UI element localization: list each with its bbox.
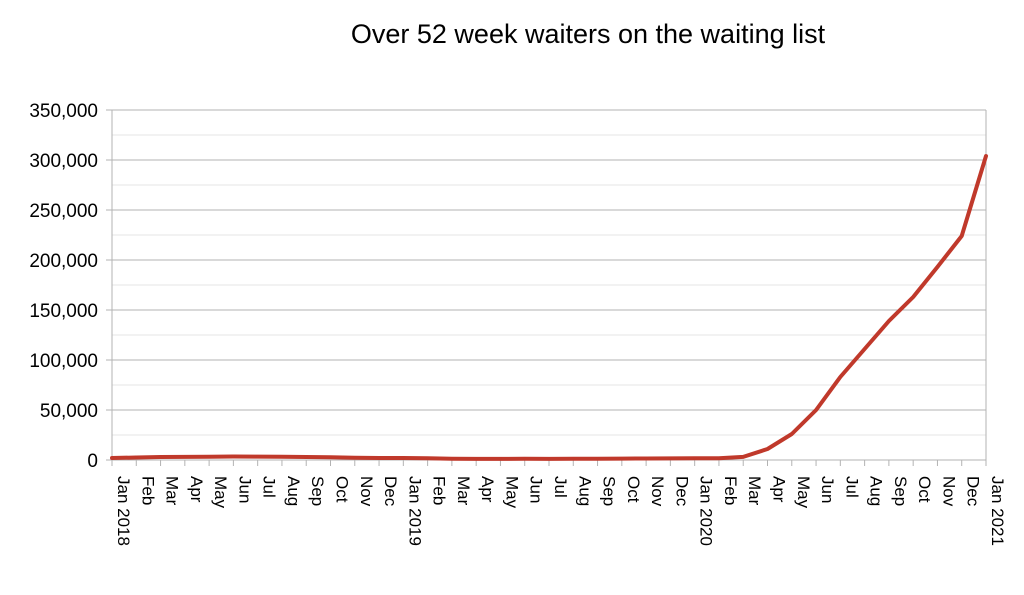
x-tick-label: Jan 2021 — [988, 476, 1007, 546]
data-point — [668, 456, 672, 460]
x-tick-label: Sep — [600, 476, 619, 506]
y-tick-label: 0 — [87, 451, 98, 472]
data-point — [110, 456, 114, 460]
data-point — [863, 347, 867, 351]
x-tick-label: Dec — [672, 476, 691, 507]
x-tick-label: Jun — [235, 476, 254, 503]
x-tick-label: Apr — [478, 476, 497, 503]
data-point — [547, 457, 551, 461]
data-point — [353, 456, 357, 460]
x-tick-label: Aug — [575, 476, 594, 506]
x-tick-label: Oct — [624, 476, 643, 503]
x-tick-label: Nov — [357, 476, 376, 507]
x-tick-label: Oct — [333, 476, 352, 503]
y-axis-ticks: 0 50,000 100,000 150,000 200,000 250,000 300,0… — [29, 101, 98, 472]
x-tick-label: Apr — [770, 476, 789, 503]
data-point — [814, 408, 818, 412]
data-point — [377, 456, 381, 460]
x-tick-label: Jul — [842, 476, 861, 498]
x-tick-label: Mar — [745, 476, 764, 506]
data-point — [474, 457, 478, 461]
data-point — [134, 456, 138, 459]
data-point — [231, 455, 235, 458]
y-tick-label: 150,000 — [29, 301, 98, 322]
data-point — [498, 457, 502, 461]
data-point — [766, 447, 769, 451]
x-tick-label: Mar — [163, 476, 182, 506]
x-tick-label: Aug — [867, 476, 886, 506]
x-tick-label: May — [794, 476, 813, 509]
x-tick-label: Jul — [260, 476, 279, 498]
x-tick-label: Feb — [721, 476, 740, 505]
chart-title: Over 52 week waiters on the waiting list — [351, 19, 826, 49]
x-tick-label: Feb — [138, 476, 157, 505]
data-point — [596, 457, 600, 461]
series-group — [110, 154, 988, 461]
data-point — [304, 455, 308, 459]
data-point — [280, 455, 284, 459]
data-point — [790, 432, 794, 436]
data-point — [620, 457, 624, 461]
x-tick-label: Sep — [891, 476, 910, 506]
data-point — [838, 375, 842, 379]
y-tick-label: 350,000 — [29, 101, 98, 122]
data-point — [571, 457, 575, 461]
data-point — [741, 455, 745, 459]
x-tick-label: Jun — [818, 476, 837, 503]
data-point — [887, 319, 891, 323]
x-tick-label: Oct — [915, 476, 934, 503]
data-point — [450, 457, 454, 461]
x-tick-label: Jan 2020 — [697, 476, 716, 546]
x-tick-label: May — [211, 476, 230, 509]
x-tick-label: Feb — [430, 476, 449, 505]
data-point — [717, 456, 721, 460]
data-point — [911, 295, 915, 299]
x-tick-label: Nov — [939, 476, 958, 507]
x-axis-ticks: Jan 2018 Feb Mar Apr May Jun Jul Aug Sep Oct Nov De… — [114, 476, 1007, 546]
x-tick-label: Sep — [308, 476, 327, 506]
series-line — [110, 154, 988, 461]
x-tick-label: Jan 2019 — [405, 476, 424, 546]
y-tick-label: 50,000 — [40, 401, 98, 422]
x-tick-label: Apr — [187, 476, 206, 503]
data-point — [426, 456, 430, 460]
data-point — [329, 455, 332, 459]
x-tick-label: Jun — [527, 476, 546, 503]
data-point — [207, 455, 211, 459]
data-point — [401, 456, 405, 460]
x-tick-label: Mar — [454, 476, 473, 506]
data-point — [935, 265, 939, 269]
x-tick-label: Aug — [284, 476, 303, 506]
data-point — [960, 234, 964, 238]
y-tick-label: 300,000 — [29, 151, 98, 172]
data-point — [159, 455, 163, 459]
data-point — [523, 457, 527, 461]
data-point — [693, 456, 697, 460]
data-point — [256, 455, 260, 459]
x-tick-label: Dec — [964, 476, 983, 507]
x-tick-label: Nov — [648, 476, 667, 507]
y-tick-label: 100,000 — [29, 351, 98, 372]
y-tick-label: 250,000 — [29, 201, 98, 222]
x-tick-label: May — [502, 476, 521, 509]
data-point — [644, 457, 648, 460]
data-point — [183, 455, 187, 459]
data-point — [984, 154, 988, 158]
y-tick-label: 200,000 — [29, 251, 98, 272]
x-tick-label: Jan 2018 — [114, 476, 133, 546]
x-tick-label: Dec — [381, 476, 400, 507]
x-tick-label: Jul — [551, 476, 570, 498]
gridlines — [106, 109, 987, 466]
